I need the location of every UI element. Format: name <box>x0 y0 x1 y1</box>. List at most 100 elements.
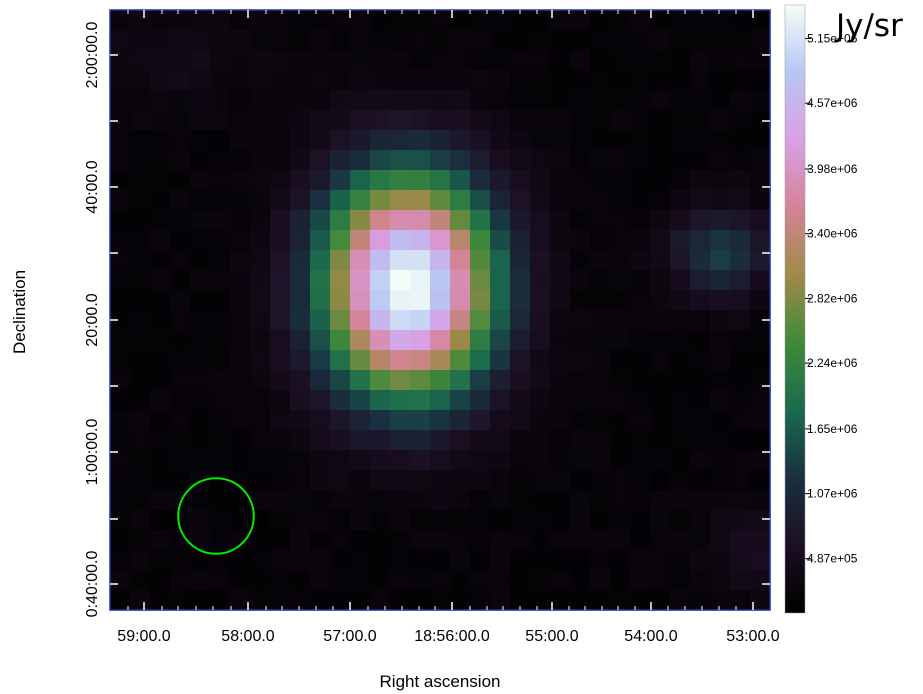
map-pixel <box>270 510 291 531</box>
map-pixel <box>150 510 171 531</box>
map-pixel <box>250 410 271 431</box>
map-pixel <box>250 110 271 131</box>
map-pixel <box>310 310 331 331</box>
map-pixel <box>650 330 671 351</box>
map-pixel <box>390 210 411 231</box>
map-pixel <box>510 70 531 91</box>
map-pixel <box>230 250 251 271</box>
map-pixel <box>250 430 271 451</box>
map-pixel <box>150 230 171 251</box>
map-pixel <box>710 490 731 511</box>
map-pixel <box>650 210 671 231</box>
map-pixel <box>530 330 551 351</box>
map-pixel <box>430 150 451 171</box>
map-pixel <box>590 10 611 31</box>
map-pixel <box>650 130 671 151</box>
dec-tick-label: 20:00.0 <box>84 293 101 346</box>
map-pixel <box>230 330 251 351</box>
map-pixel <box>710 150 731 171</box>
map-pixel <box>290 390 311 411</box>
map-pixel <box>250 150 271 171</box>
map-pixel <box>590 190 611 211</box>
map-pixel <box>690 230 711 251</box>
map-pixel <box>210 370 231 391</box>
map-pixel <box>370 90 391 111</box>
map-pixel <box>690 570 711 591</box>
map-pixel <box>170 330 191 351</box>
map-pixel <box>330 250 351 271</box>
map-pixel <box>610 290 631 311</box>
map-pixel <box>250 30 271 51</box>
beam-ellipse <box>177 477 255 555</box>
map-pixel <box>470 290 491 311</box>
map-pixel <box>130 310 151 331</box>
map-pixel <box>190 550 211 571</box>
map-pixel <box>130 270 151 291</box>
map-pixel <box>690 270 711 291</box>
map-pixel <box>110 470 131 491</box>
map-pixel <box>610 50 631 71</box>
map-pixel <box>250 450 271 471</box>
colorbar-tick-label: 4.57e+06 <box>807 96 858 110</box>
x-axis-label: Right ascension <box>380 672 501 691</box>
map-pixel <box>670 190 691 211</box>
map-pixel <box>490 490 511 511</box>
map-pixel <box>550 430 571 451</box>
map-pixel <box>730 530 751 551</box>
map-pixel <box>490 410 511 431</box>
map-pixel <box>430 30 451 51</box>
map-pixel <box>670 350 691 371</box>
map-pixel <box>530 270 551 291</box>
map-pixel <box>190 270 211 291</box>
map-pixel <box>570 90 591 111</box>
map-pixel <box>530 570 551 591</box>
map-pixel <box>110 70 131 91</box>
map-pixel <box>550 190 571 211</box>
map-pixel <box>610 450 631 471</box>
map-pixel <box>510 550 531 571</box>
map-pixel <box>610 490 631 511</box>
map-pixel <box>730 230 751 251</box>
map-pixel <box>490 370 511 391</box>
map-pixel <box>550 10 571 31</box>
map-pixel <box>290 230 311 251</box>
map-pixel <box>450 390 471 411</box>
map-pixel <box>350 550 371 571</box>
map-pixel <box>410 90 431 111</box>
map-pixel <box>650 190 671 211</box>
map-pixel <box>330 270 351 291</box>
map-pixel <box>230 110 251 131</box>
map-pixel <box>350 450 371 471</box>
map-pixel <box>630 390 651 411</box>
map-pixel <box>110 510 131 531</box>
map-pixel <box>430 10 451 31</box>
map-pixel <box>530 30 551 51</box>
map-pixel <box>250 10 271 31</box>
map-pixel <box>650 490 671 511</box>
map-pixel <box>370 490 391 511</box>
map-pixel <box>410 50 431 71</box>
map-pixel <box>590 570 611 591</box>
map-pixel <box>710 210 731 231</box>
map-pixel <box>650 450 671 471</box>
map-pixel <box>530 290 551 311</box>
map-pixel <box>670 430 691 451</box>
map-pixel <box>750 490 771 511</box>
map-pixel <box>570 230 591 251</box>
map-pixel <box>490 510 511 531</box>
map-pixel <box>730 90 751 111</box>
map-pixel <box>190 530 211 551</box>
map-pixel <box>190 170 211 191</box>
map-pixel <box>430 370 451 391</box>
map-pixel <box>330 190 351 211</box>
map-pixel <box>450 590 471 611</box>
map-pixel <box>510 90 531 111</box>
map-pixel <box>170 230 191 251</box>
map-pixel <box>430 590 451 611</box>
map-pixel <box>410 510 431 531</box>
map-pixel <box>210 170 231 191</box>
map-pixel <box>150 150 171 171</box>
map-pixel <box>390 470 411 491</box>
map-pixel <box>710 90 731 111</box>
map-pixel <box>450 250 471 271</box>
